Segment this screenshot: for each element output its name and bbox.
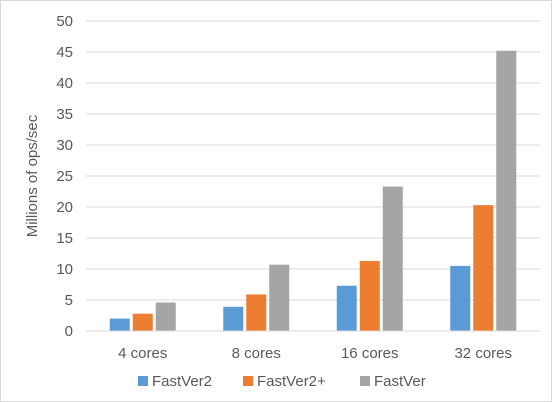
y-tick-label: 0 [65,323,73,340]
bar-fastver2-plus-3 [473,205,494,331]
bar-fastver-1 [269,264,290,331]
x-tick-label: 16 cores [341,345,399,362]
bar-fastver2-1 [223,306,244,331]
x-tick-label: 4 cores [118,345,167,362]
legend-swatch [360,376,370,386]
bar-fastver2-2 [336,285,357,331]
y-tick-label: 40 [56,75,73,92]
y-tick-label: 20 [56,199,73,216]
y-axis-ticks: 0 5 10 15 20 25 30 35 40 45 50 [56,13,73,340]
bar-fastver2-3 [450,265,471,331]
y-tick-label: 15 [56,230,73,247]
bar-fastver2-0 [109,318,130,331]
bar-fastver2-plus-1 [246,294,267,331]
y-tick-label: 30 [56,137,73,154]
legend-label: FastVer [374,373,426,390]
legend: FastVer2 FastVer2+ FastVer [138,373,426,390]
bar-fastver2-plus-2 [359,260,380,331]
legend-label: FastVer2+ [257,373,326,390]
gridlines [86,20,540,301]
y-tick-label: 25 [56,168,73,185]
y-tick-label: 35 [56,106,73,123]
x-tick-label: 8 cores [232,345,281,362]
bars [109,50,517,331]
legend-label: FastVer2 [152,373,212,390]
y-tick-label: 45 [56,44,73,61]
y-tick-label: 5 [65,292,73,309]
bar-fastver-3 [496,50,517,331]
x-tick-label: 32 cores [454,345,512,362]
y-axis-title: Millions of ops/sec [24,114,41,237]
bar-fastver-0 [155,302,176,331]
legend-swatch [243,376,253,386]
bar-fastver2-plus-0 [132,313,153,331]
y-tick-label: 50 [56,13,73,30]
x-axis-ticks: 4 cores 8 cores 16 cores 32 cores [118,345,512,362]
legend-swatch [138,376,148,386]
y-tick-label: 10 [56,261,73,278]
bar-fastver-2 [382,186,403,331]
